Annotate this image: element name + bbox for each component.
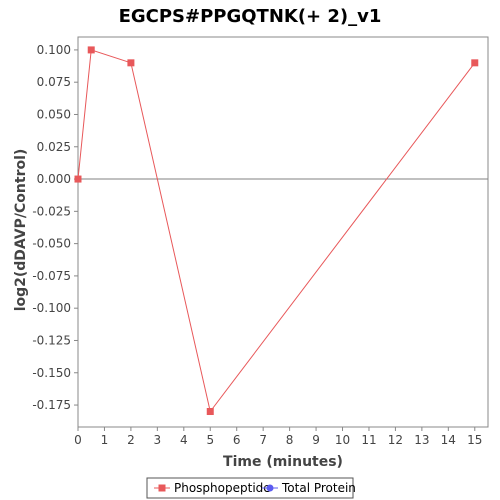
legend-label: Phosphopeptide xyxy=(174,481,271,495)
y-tick-label: 0.050 xyxy=(37,107,71,121)
y-tick-label: -0.150 xyxy=(32,366,71,380)
x-tick-label: 6 xyxy=(233,433,241,447)
data-point xyxy=(87,46,95,54)
x-tick-label: 2 xyxy=(127,433,135,447)
x-tick-label: 5 xyxy=(206,433,214,447)
legend: Phosphopeptide Total Protein xyxy=(146,477,356,499)
x-tick-label: 9 xyxy=(312,433,320,447)
x-tick-label: 12 xyxy=(388,433,403,447)
x-axis: 0 1 2 3 4 5 6 7 8 9 10 11 12 13 14 15 xyxy=(74,427,482,447)
x-tick-label: 0 xyxy=(74,433,82,447)
y-tick-label: 0.000 xyxy=(37,172,71,186)
y-tick-label: 0.025 xyxy=(37,140,71,154)
y-tick-label: 0.075 xyxy=(37,75,71,89)
legend-label: Total Protein xyxy=(281,481,356,495)
x-tick-label: 13 xyxy=(414,433,429,447)
x-tick-label: 1 xyxy=(101,433,109,447)
legend-marker xyxy=(158,484,166,492)
x-tick-label: 11 xyxy=(361,433,376,447)
y-tick-label: -0.050 xyxy=(32,237,71,251)
y-tick-label: -0.075 xyxy=(32,269,71,283)
data-point xyxy=(206,408,214,416)
x-tick-label: 7 xyxy=(259,433,267,447)
data-point xyxy=(74,175,82,183)
chart-title: EGCPS#PPGQTNK(+ 2)_v1 xyxy=(119,6,382,27)
x-tick-label: 3 xyxy=(154,433,162,447)
y-tick-label: -0.100 xyxy=(32,301,71,315)
x-tick-label: 15 xyxy=(467,433,482,447)
x-tick-label: 10 xyxy=(335,433,350,447)
legend-box xyxy=(146,477,354,499)
y-tick-label: -0.175 xyxy=(32,398,71,412)
x-tick-label: 4 xyxy=(180,433,188,447)
y-axis: 0.100 0.075 0.050 0.025 0.000 -0.025 -0.050 -0.… xyxy=(32,43,78,412)
x-axis-label: Time (minutes) xyxy=(223,454,343,470)
series-layer xyxy=(74,46,479,416)
plot-area xyxy=(77,36,489,428)
y-tick-label: 0.100 xyxy=(37,43,71,57)
legend-marker xyxy=(266,484,274,492)
y-axis-label: log2(dDAVP/Control) xyxy=(13,149,29,312)
x-tick-label: 8 xyxy=(286,433,294,447)
y-tick-label: -0.125 xyxy=(32,333,71,347)
data-point xyxy=(471,59,479,67)
x-tick-label: 14 xyxy=(441,433,456,447)
data-point xyxy=(127,59,135,67)
y-tick-label: -0.025 xyxy=(32,204,71,218)
